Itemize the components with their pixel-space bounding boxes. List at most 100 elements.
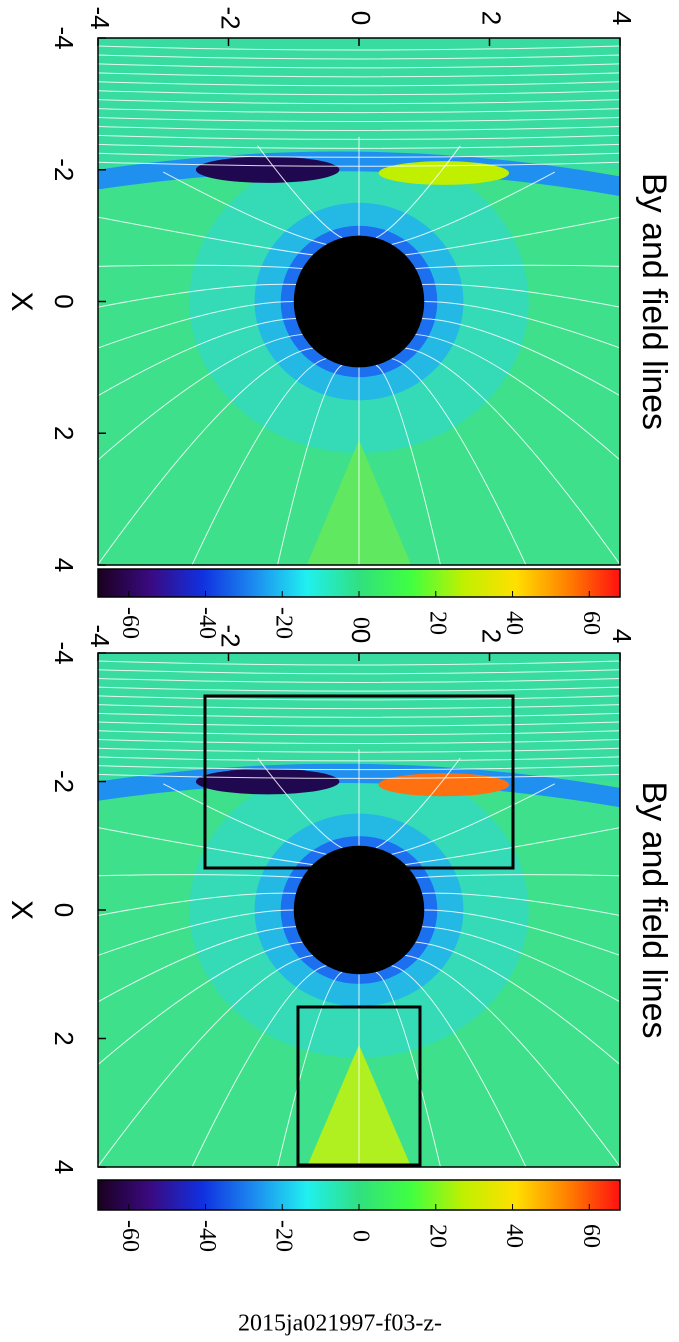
x-axis-label: X — [5, 291, 38, 311]
x-tick-label: -4 — [49, 26, 79, 49]
field-line — [98, 117, 620, 123]
negative-blob — [195, 156, 340, 183]
field-line — [98, 660, 620, 666]
highlight-box — [296, 1005, 422, 1167]
field-line — [98, 695, 620, 701]
field-map — [98, 653, 620, 1167]
y-tick-label: 2 — [477, 629, 507, 643]
x-tick-label: 4 — [49, 1160, 79, 1174]
field-line — [98, 686, 620, 692]
field-line — [422, 926, 620, 1003]
field-line — [98, 125, 620, 131]
x-tick-label: 2 — [49, 426, 79, 440]
field-line — [405, 954, 620, 1167]
field-line — [98, 704, 620, 710]
colorbar-tick-label: 0 — [347, 1230, 373, 1242]
field-line — [163, 783, 327, 855]
colorbar-tick-label: 0 — [347, 617, 373, 629]
y-tick-label: -4 — [85, 624, 115, 647]
x-tick-label: -2 — [49, 158, 79, 181]
field-line — [405, 347, 620, 565]
field-line — [98, 721, 620, 727]
x-axis-label: X — [5, 900, 38, 920]
colorbar-tick-label: 60 — [578, 1224, 604, 1248]
field-line — [391, 171, 555, 245]
field-line — [98, 926, 296, 1003]
negative-blob — [195, 768, 340, 795]
field-line — [98, 72, 620, 78]
field-line — [98, 347, 313, 565]
field-line — [391, 783, 555, 855]
y-tick-label: -2 — [216, 6, 246, 29]
field-line — [98, 54, 620, 60]
field-line — [98, 909, 294, 956]
field-line — [375, 971, 441, 1167]
field-line — [424, 301, 620, 349]
field-line — [98, 318, 296, 397]
field-line — [98, 712, 620, 718]
y-tick-label: -4 — [85, 6, 115, 29]
field-line — [98, 738, 620, 744]
field-line — [375, 757, 461, 849]
field-line — [422, 318, 620, 397]
field-line — [98, 108, 620, 114]
colorbar-tick-label: 20 — [424, 611, 450, 635]
field-line — [98, 874, 303, 879]
field-line — [163, 171, 327, 245]
caption: 2015ja021997-f03-z- — [238, 1311, 442, 1337]
y-tick-label: -2 — [216, 624, 246, 647]
x-tick-label: 4 — [49, 558, 79, 572]
colorbar-tick-label: 60 — [578, 611, 604, 635]
field-line — [98, 892, 296, 916]
planet — [293, 235, 425, 368]
x-tick-label: 0 — [49, 903, 79, 917]
field-line — [98, 333, 303, 461]
colorbar-tick-label: 40 — [501, 611, 527, 635]
y-tick-label: 4 — [607, 629, 637, 643]
field-line — [98, 730, 620, 736]
chart-title: By and field lines — [635, 781, 673, 1038]
y-tick-label: 2 — [477, 11, 507, 25]
field-line — [415, 941, 620, 1066]
colorbar-tick-label: -60 — [117, 1220, 143, 1252]
field-line — [405, 827, 620, 866]
field-line — [277, 971, 343, 1167]
field-line — [415, 333, 620, 461]
x-tick-label: -2 — [49, 770, 79, 793]
field-line — [98, 669, 620, 675]
positive-blob — [378, 773, 510, 797]
field-line — [405, 216, 620, 256]
y-tick-label: 0 — [346, 11, 376, 25]
field-line — [375, 145, 461, 239]
field-line — [415, 874, 620, 879]
field-line — [422, 892, 620, 916]
colorbar-tick-label: -20 — [271, 1220, 297, 1252]
field-line — [98, 827, 313, 866]
field-line — [98, 90, 620, 96]
field-line — [375, 364, 441, 565]
y-tick-label: 4 — [607, 11, 637, 25]
colorbar-tick-label: -60 — [117, 607, 143, 639]
field-line — [277, 364, 343, 565]
field-line — [98, 99, 620, 105]
field-line — [257, 757, 343, 849]
y-tick-label: 0 — [346, 629, 376, 643]
field-line — [391, 965, 527, 1167]
field-map — [98, 38, 620, 565]
colorbar — [97, 1179, 621, 1211]
field-line — [98, 264, 303, 270]
colorbar-tick-label: 20 — [424, 1224, 450, 1248]
positive-blob — [378, 161, 510, 185]
highlight-box — [203, 694, 515, 870]
field-line — [422, 283, 620, 308]
field-line — [257, 145, 343, 239]
field-line — [98, 677, 620, 683]
colorbar-tick-label: -20 — [271, 607, 297, 639]
x-tick-label: 2 — [49, 1031, 79, 1045]
colorbar-tick-label: -40 — [194, 607, 220, 639]
field-line — [98, 941, 303, 1066]
chart-title: By and field lines — [635, 173, 673, 430]
field-line — [98, 81, 620, 87]
field-line — [98, 63, 620, 69]
